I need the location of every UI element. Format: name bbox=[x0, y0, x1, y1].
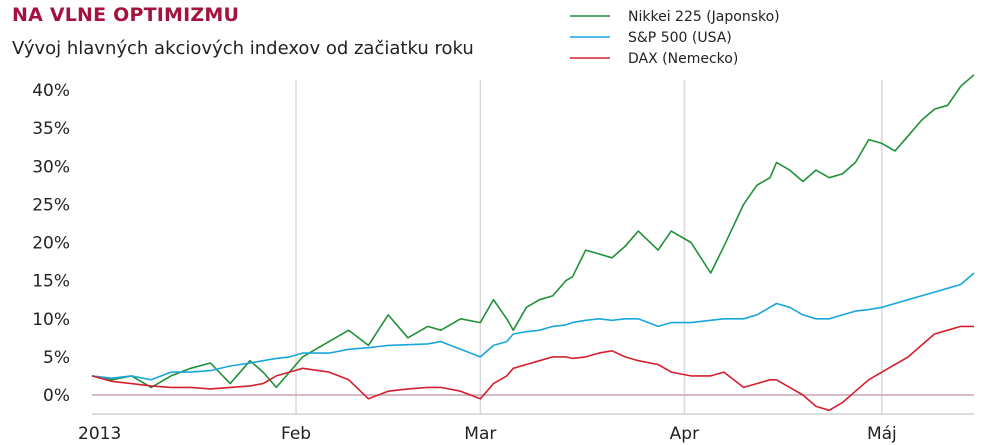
y-tick-label: 10% bbox=[32, 310, 70, 330]
series-group bbox=[91, 74, 975, 412]
y-tick-label: 5% bbox=[43, 348, 70, 368]
x-tick-label: Feb bbox=[281, 424, 311, 444]
axes: 0% 5% 10% 15% 20% 25% 30% 35% 40% 2013 Feb Mar Apr Má… bbox=[32, 81, 974, 444]
x-tick-label: 2013 bbox=[78, 424, 121, 444]
legend-label: Nikkei 225 (Japonsko) bbox=[628, 9, 780, 25]
y-tick-label: 35% bbox=[32, 119, 70, 139]
y-tick-label: 20% bbox=[32, 234, 70, 254]
chart-subtitle: Vývoj hlavných akciových indexov od zači… bbox=[12, 38, 474, 59]
series-line-2 bbox=[91, 272, 975, 381]
y-tick-label: 15% bbox=[32, 272, 70, 292]
legend-label: S&P 500 (USA) bbox=[628, 30, 732, 46]
y-tick-label: 30% bbox=[32, 157, 70, 177]
chart-title: NA VLNE OPTIMIZMU bbox=[12, 4, 240, 26]
y-tick-label: 25% bbox=[32, 195, 70, 215]
y-tick-label: 0% bbox=[43, 386, 70, 406]
grid bbox=[295, 80, 883, 414]
x-tick-label: Apr bbox=[670, 424, 699, 444]
y-tick-label: 40% bbox=[32, 81, 70, 101]
x-tick-label: Mar bbox=[464, 424, 496, 444]
x-tick-label: Máj bbox=[867, 424, 897, 444]
legend-label: DAX (Nemecko) bbox=[628, 51, 738, 67]
series-line-3 bbox=[91, 325, 974, 412]
series-line-1 bbox=[91, 74, 975, 389]
legend: Nikkei 225 (Japonsko) S&P 500 (USA) DAX (N… bbox=[570, 9, 780, 67]
